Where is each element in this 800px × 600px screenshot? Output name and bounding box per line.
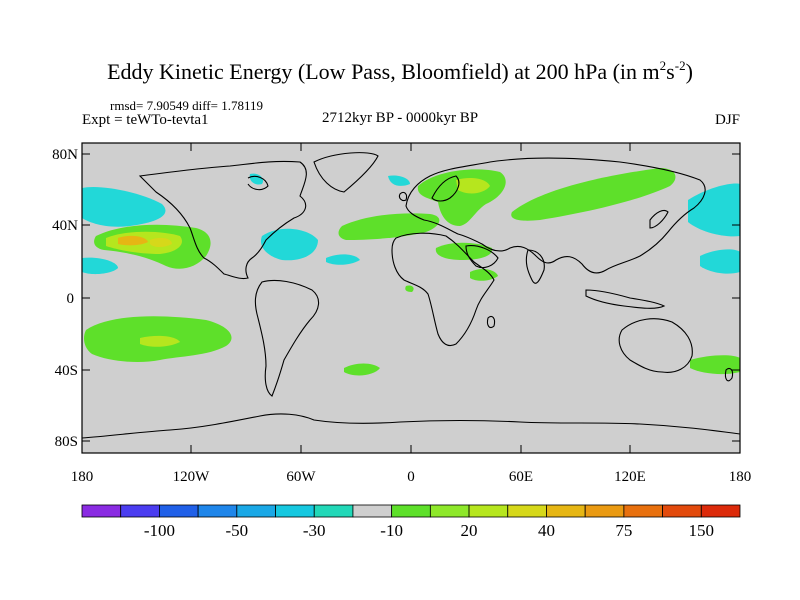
coast-africa: [391, 232, 495, 347]
colorbar-swatch: [507, 504, 547, 518]
anomaly-orange-npacific-core: [118, 235, 148, 246]
coastlines: [82, 152, 740, 439]
coast-antarctica: [82, 413, 740, 439]
colorbar-swatch: [236, 504, 276, 518]
anomaly-green-s-atlantic: [344, 363, 380, 376]
colorbar-swatch: [197, 504, 238, 518]
colorbar-swatch: [662, 504, 702, 518]
lon-label-180-right: 180: [729, 469, 752, 485]
coast-north-america: [138, 160, 307, 280]
colorbar-label: 40: [537, 521, 555, 540]
colorbar-swatch: [391, 504, 431, 518]
colorbar-swatch: [468, 504, 509, 518]
title-main: Eddy Kinetic Energy (Low Pass, Bloomfiel…: [107, 59, 660, 84]
colorbar-swatch: [546, 504, 586, 518]
colorbar: [81, 504, 741, 518]
lon-label-60E: 60E: [509, 469, 533, 485]
colorbar-label: -30: [302, 521, 326, 540]
colorbar-swatch: [159, 504, 199, 518]
lat-label-80S: 80S: [55, 434, 78, 450]
colorbar-label: -10: [380, 521, 403, 540]
lat-label-40N: 40N: [52, 218, 78, 234]
title-mid: s: [666, 59, 675, 84]
lat-labels: 80N 40N 0 40S 80S: [52, 147, 78, 450]
lon-label-120E: 120E: [614, 469, 646, 485]
coast-hudson-bay: [247, 175, 269, 191]
coast-south-america: [254, 279, 320, 397]
lon-label-0: 0: [407, 469, 415, 485]
colorbar-swatch: [81, 504, 122, 518]
lon-label-180-left: 180: [71, 469, 94, 485]
colorbar-swatch: [623, 504, 663, 518]
anomaly-cyan-wpacific: [688, 183, 740, 237]
anomaly-cyan-natlantic: [260, 228, 318, 261]
anomaly-cyan-wpacific-south: [700, 249, 740, 274]
anomaly-yellowgreen-europe: [456, 178, 490, 194]
anomaly-cyan-iceland: [388, 175, 410, 186]
title-sup-1: 2: [659, 58, 667, 73]
coast-eurasia: [405, 157, 706, 274]
colorbar-swatch: [313, 504, 354, 518]
coast-japan: [649, 209, 669, 229]
experiment-label: Expt = teWTo-tevta1: [82, 112, 209, 128]
anomaly-green-equatorial-atl: [405, 285, 414, 292]
anomaly-green-east-africa: [470, 269, 498, 281]
title-close: ): [685, 59, 693, 84]
anomaly-yellowgreen-s-pacific: [140, 335, 180, 347]
coast-scandinavia: [431, 175, 460, 202]
lat-label-0: 0: [67, 291, 75, 307]
lon-labels: 180 120W 60W 0 60E 120E 180: [71, 469, 752, 485]
coast-british-isles: [398, 191, 408, 202]
tick-marks: [82, 143, 740, 453]
anomaly-green-asia-jet: [511, 168, 676, 221]
colorbar-swatch: [429, 504, 470, 518]
coast-madagascar: [486, 315, 496, 329]
lat-label-40S: 40S: [55, 363, 78, 379]
anomaly-lightorange-core: [150, 237, 172, 247]
colorbar-swatch: [352, 504, 393, 518]
coast-india: [525, 249, 545, 284]
anomaly-cyan-small-1: [326, 254, 360, 265]
lat-label-80N: 80N: [52, 147, 78, 163]
anomaly-cyan-npacific: [82, 186, 166, 227]
colorbar-swatch: [584, 504, 625, 518]
lon-label-120W: 120W: [173, 469, 211, 485]
coast-arabia: [465, 245, 499, 269]
season-label: DJF: [714, 112, 740, 128]
coast-indonesia: [585, 289, 666, 309]
map-title: Eddy Kinetic Energy (Low Pass, Bloomfiel…: [0, 58, 800, 85]
colorbar-label: -50: [225, 521, 249, 540]
coast-new-zealand: [724, 367, 734, 382]
lon-label-60W: 60W: [286, 469, 316, 485]
anomaly-cyan-east-npacific: [82, 257, 118, 275]
period-label: 2712kyr BP - 0000kyr BP: [321, 110, 479, 126]
stats-label: rmsd= 7.90549 diff= 1.78119: [110, 98, 263, 113]
colorbar-swatch: [275, 504, 315, 518]
colorbar-label: 75: [615, 521, 633, 540]
coast-greenland: [313, 152, 379, 193]
colorbar-label: -100: [143, 521, 175, 540]
colorbar-swatch: [700, 504, 741, 518]
title-sup-2: -2: [674, 58, 686, 73]
coast-australia: [618, 318, 693, 373]
colorbar-label: 20: [460, 521, 478, 540]
colorbar-label: 150: [688, 521, 715, 540]
colorbar-swatch: [120, 504, 160, 518]
